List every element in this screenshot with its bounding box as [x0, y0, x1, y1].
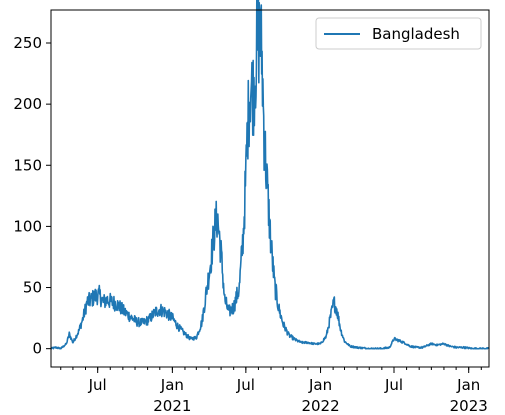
- y-tick-label-200: 200: [13, 95, 42, 113]
- legend-label-bangladesh: Bangladesh: [372, 25, 460, 43]
- y-tick-label-50: 50: [23, 279, 42, 297]
- y-tick-label-100: 100: [13, 217, 42, 235]
- y-axis: 0 50 100 150 200 250: [13, 34, 51, 358]
- x-tick-label-1: Jan: [160, 376, 184, 394]
- y-tick-label-0: 0: [32, 340, 42, 358]
- x-tick-label-2: Jul: [236, 376, 255, 394]
- x-axis: Jul Jan 2021 Jul Jan 2022 Jul Jan 2023: [60, 367, 488, 415]
- y-tick-label-250: 250: [13, 34, 42, 52]
- x-tick-label-0: Jul: [88, 376, 107, 394]
- legend: Bangladesh: [315, 17, 482, 50]
- x-tick-label-3: Jan: [308, 376, 332, 394]
- x-tick-label-5: Jan: [456, 376, 480, 394]
- x-tick-year-3: 2022: [301, 397, 339, 415]
- axes-frame: [50, 9, 490, 368]
- series-line-bangladesh: [50, 0, 490, 350]
- legend-box: [315, 17, 482, 50]
- plot-area: [50, 0, 490, 350]
- y-tick-label-150: 150: [13, 156, 42, 174]
- x-tick-year-5: 2023: [450, 397, 488, 415]
- x-tick-year-1: 2021: [153, 397, 191, 415]
- x-tick-label-4: Jul: [384, 376, 403, 394]
